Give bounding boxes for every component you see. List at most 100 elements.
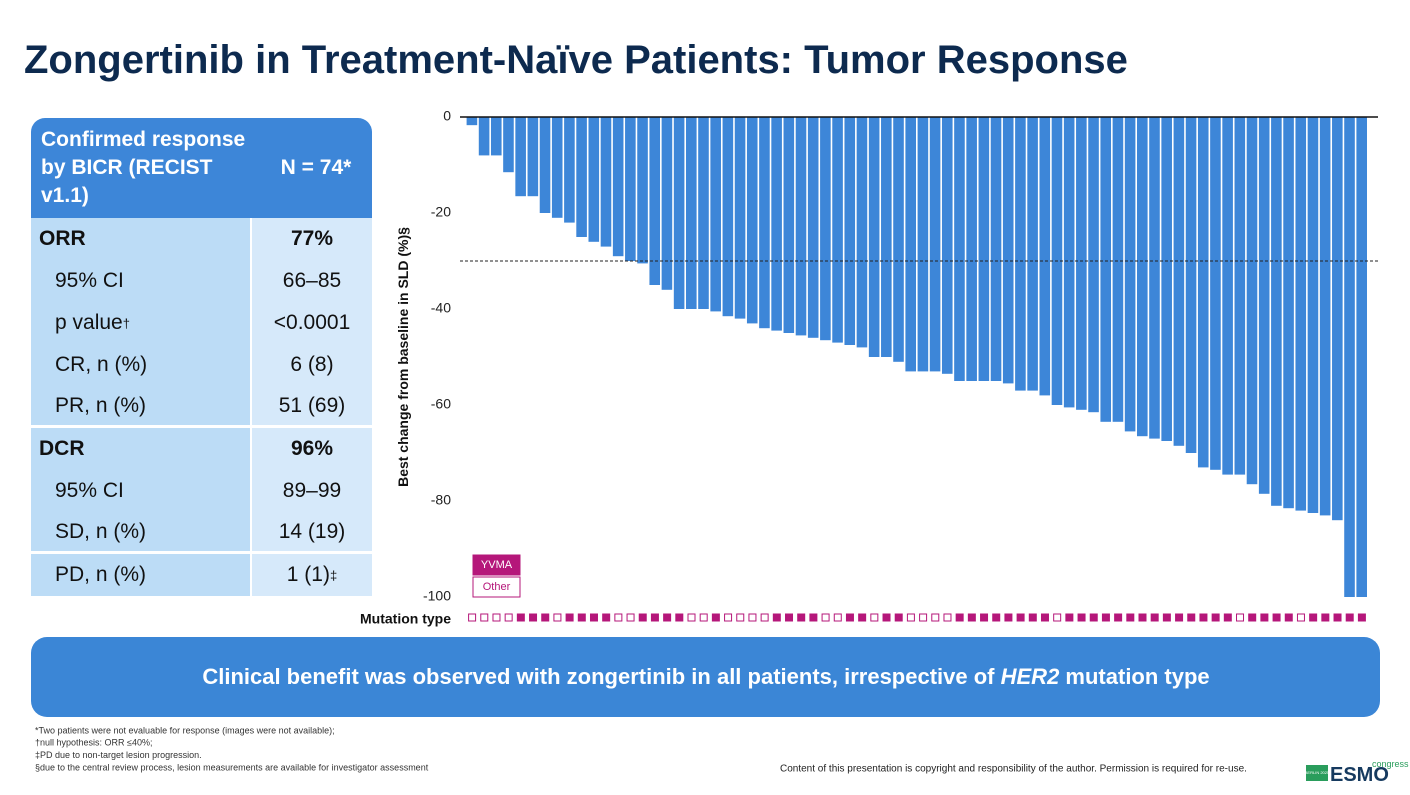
- bar: [844, 117, 856, 345]
- bar: [966, 117, 977, 381]
- value-text: 14 (19): [278, 519, 346, 543]
- mutation-marker: [1223, 613, 1232, 622]
- mutation-marker: [614, 613, 623, 622]
- mutation-marker: [1053, 613, 1062, 622]
- mutation-marker: [992, 613, 1001, 622]
- bar: [1112, 117, 1124, 422]
- mutation-marker: [821, 613, 830, 622]
- y-tick-label: -100: [423, 588, 451, 604]
- bar: [820, 117, 831, 341]
- value-text: 89–99: [282, 479, 342, 502]
- mutation-marker: [1345, 613, 1354, 622]
- banner-text-part: Clinical benefit was observed with zonge…: [202, 664, 1000, 689]
- mutation-marker: [845, 613, 854, 622]
- bar: [990, 117, 1002, 381]
- bar: [856, 117, 868, 348]
- label-text: 95% CI: [55, 479, 124, 502]
- bar: [905, 117, 916, 372]
- mutation-marker: [1199, 613, 1208, 622]
- bar: [1319, 117, 1331, 516]
- mutation-marker: [480, 613, 489, 622]
- bar: [1027, 117, 1038, 391]
- row-label: p value †: [31, 302, 250, 344]
- footnote: †null hypothesis: ORR ≤40%;: [35, 738, 153, 748]
- value-text: <0.0001: [273, 311, 351, 334]
- logo-sub: congress: [1372, 759, 1409, 769]
- mutation-marker: [529, 613, 538, 622]
- bar: [1076, 117, 1087, 410]
- mutation-marker: [663, 613, 672, 622]
- y-tick-label: -80: [431, 492, 451, 508]
- row-value: 6 (8): [252, 344, 372, 386]
- bar: [941, 117, 953, 374]
- mutation-marker: [736, 613, 745, 622]
- bar: [637, 117, 648, 264]
- y-tick-label: -40: [431, 300, 451, 316]
- bar: [1161, 117, 1172, 441]
- mutation-marker: [772, 613, 781, 622]
- mutation-marker: [541, 613, 550, 622]
- value-text: 1 (1): [286, 563, 330, 586]
- value-text: 6 (8): [290, 353, 334, 376]
- mutation-marker: [1333, 613, 1342, 622]
- bar: [1039, 117, 1051, 396]
- bar: [917, 117, 929, 372]
- response-table: Confirmed response by BICR (RECIST v1.1)…: [31, 118, 372, 596]
- mutation-marker: [687, 613, 696, 622]
- mutation-marker: [1065, 613, 1074, 622]
- mutation-marker: [919, 613, 928, 622]
- row-label: PD, n (%): [31, 554, 250, 596]
- banner-text: Clinical benefit was observed with zonge…: [202, 664, 1209, 689]
- bar: [954, 117, 965, 381]
- mutation-marker: [675, 613, 684, 622]
- mutation-marker: [833, 613, 842, 622]
- mutation-marker: [1272, 613, 1281, 622]
- value-text: 51 (69): [278, 393, 346, 417]
- mutation-marker: [1138, 613, 1147, 622]
- mutation-marker: [870, 613, 879, 622]
- bar: [832, 117, 843, 343]
- table-row: PD, n (%) 1 (1) ‡: [31, 554, 372, 596]
- bar: [1234, 117, 1246, 475]
- table-row: DCR 96%: [31, 428, 372, 470]
- y-tick-label: -60: [431, 396, 451, 412]
- bar: [881, 117, 892, 357]
- mutation-marker: [1284, 613, 1293, 622]
- mutation-marker: [724, 613, 733, 622]
- mutation-marker: [931, 613, 940, 622]
- bar: [564, 117, 575, 223]
- bar: [1332, 117, 1343, 521]
- row-value: 14 (19): [252, 512, 372, 551]
- bar: [1258, 117, 1270, 494]
- bar: [1344, 117, 1355, 597]
- legend-swatch: [472, 576, 521, 598]
- row-label: SD, n (%): [31, 512, 250, 551]
- mutation-marker: [760, 613, 769, 622]
- bar: [1185, 117, 1197, 453]
- bar: [1210, 117, 1221, 470]
- table-row: ORR 77%: [31, 218, 372, 260]
- value-text: 77%: [290, 227, 334, 250]
- mutation-marker: [955, 613, 964, 622]
- table-row: 95% CI 66–85: [31, 260, 372, 302]
- label-text: PR, n (%): [55, 393, 147, 417]
- y-axis-label: Best change from baseline in SLD (%)§: [395, 227, 411, 487]
- mutation-marker: [1101, 613, 1110, 622]
- bar: [868, 117, 880, 357]
- mutation-marker: [1028, 613, 1037, 622]
- footnote-mark: †: [122, 315, 130, 331]
- bar: [515, 117, 526, 197]
- copyright: Content of this presentation is copyrigh…: [780, 764, 1247, 775]
- mutation-marker: [1077, 613, 1086, 622]
- mutation-marker: [894, 613, 903, 622]
- bar: [771, 117, 782, 331]
- mutation-marker: [565, 613, 574, 622]
- bar: [746, 117, 758, 324]
- row-value: 66–85: [252, 260, 372, 302]
- bar: [1295, 117, 1307, 511]
- bar: [710, 117, 721, 312]
- label-text: p value: [55, 311, 123, 334]
- mutation-marker: [1004, 613, 1013, 622]
- mutation-marker: [602, 613, 611, 622]
